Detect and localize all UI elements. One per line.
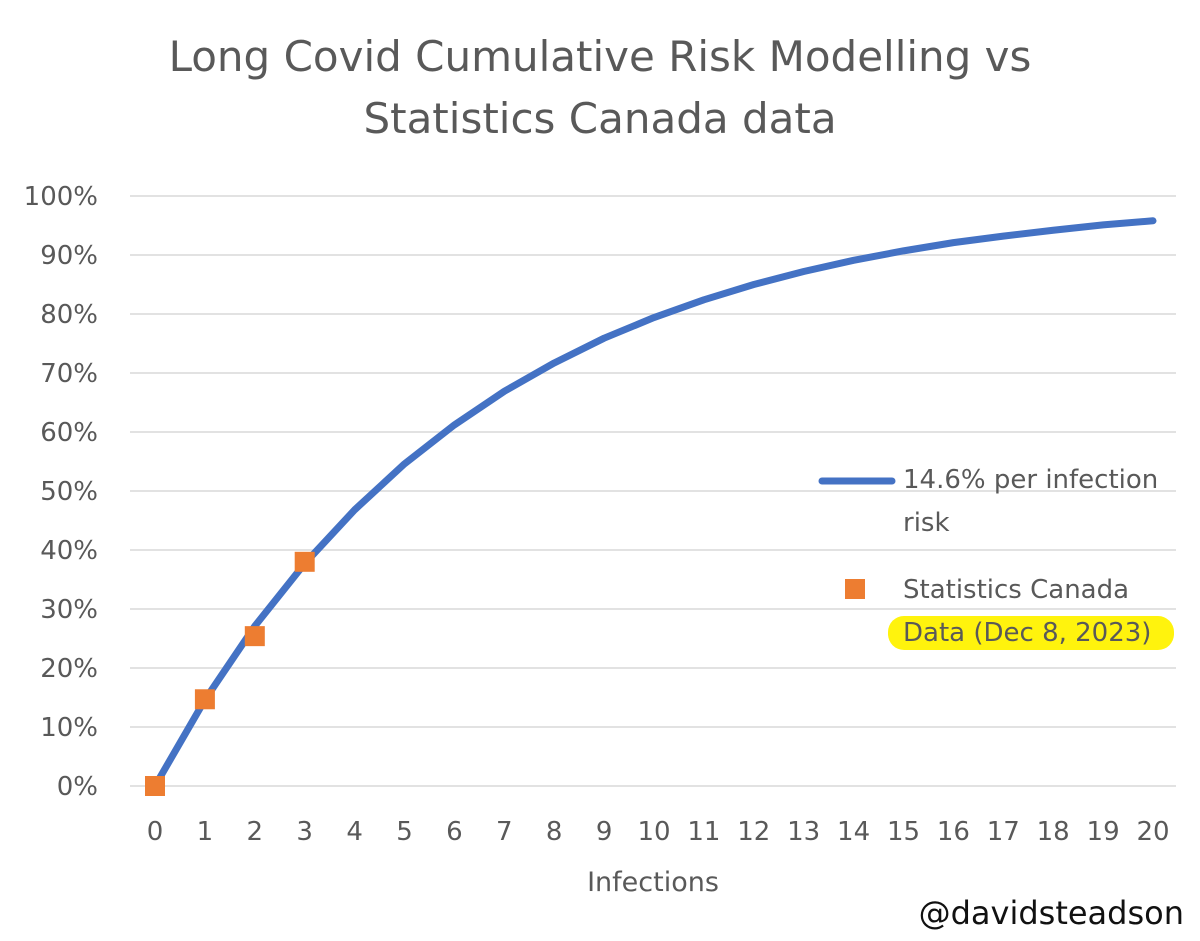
x-tick-label: 19 (1087, 817, 1120, 847)
y-tick-label: 10% (40, 713, 98, 743)
legend-label-marker-series-2: Data (Dec 8, 2023) (903, 618, 1152, 648)
x-tick-label: 20 (1136, 817, 1169, 847)
x-tick-label: 7 (496, 817, 513, 847)
y-tick-label: 100% (24, 182, 98, 212)
x-tick-label: 13 (787, 817, 820, 847)
y-tick-label: 20% (40, 654, 98, 684)
data-point-statistics-canada (244, 626, 265, 647)
y-tick-label: 60% (40, 418, 98, 448)
y-tick-label: 90% (40, 241, 98, 271)
x-tick-label: 0 (147, 817, 164, 847)
x-tick-label: 11 (687, 817, 720, 847)
y-tick-label: 0% (57, 772, 98, 802)
x-tick-label: 9 (596, 817, 613, 847)
x-tick-label: 14 (837, 817, 870, 847)
data-point-statistics-canada (145, 776, 165, 796)
legend-label-line-series-2: risk (903, 508, 950, 538)
x-tick-label: 17 (987, 817, 1020, 847)
series-line-14-6-percent (151, 217, 1157, 790)
chart-title-line-2: Statistics Canada data (363, 94, 837, 143)
x-tick-label: 4 (346, 817, 363, 847)
x-tick-label: 12 (737, 817, 770, 847)
x-tick-label: 5 (396, 817, 413, 847)
attribution-handle: @davidsteadson (918, 894, 1184, 932)
x-tick-label: 6 (446, 817, 463, 847)
x-tick-label: 3 (296, 817, 313, 847)
y-tick-label: 30% (40, 595, 98, 625)
y-tick-label: 70% (40, 359, 98, 389)
legend-highlight-mark (888, 616, 1174, 650)
x-tick-label: 18 (1037, 817, 1070, 847)
x-axis-title: Infections (587, 867, 719, 898)
x-tick-label: 8 (546, 817, 563, 847)
data-point-statistics-canada (194, 689, 215, 710)
x-tick-label: 16 (937, 817, 970, 847)
x-tick-label: 15 (887, 817, 920, 847)
data-point-statistics-canada (294, 551, 315, 572)
y-tick-label: 50% (40, 477, 98, 507)
x-tick-label: 1 (197, 817, 214, 847)
legend-label-line-series-1: 14.6% per infection (903, 465, 1159, 495)
x-tick-label: 2 (247, 817, 264, 847)
chart-title-line-1: Long Covid Cumulative Risk Modelling vs (168, 32, 1032, 81)
y-tick-label: 80% (40, 300, 98, 330)
legend-marker-symbol (845, 579, 865, 599)
x-tick-label: 10 (637, 817, 670, 847)
legend-label-marker-series-1: Statistics Canada (903, 575, 1130, 605)
y-tick-label: 40% (40, 536, 98, 566)
